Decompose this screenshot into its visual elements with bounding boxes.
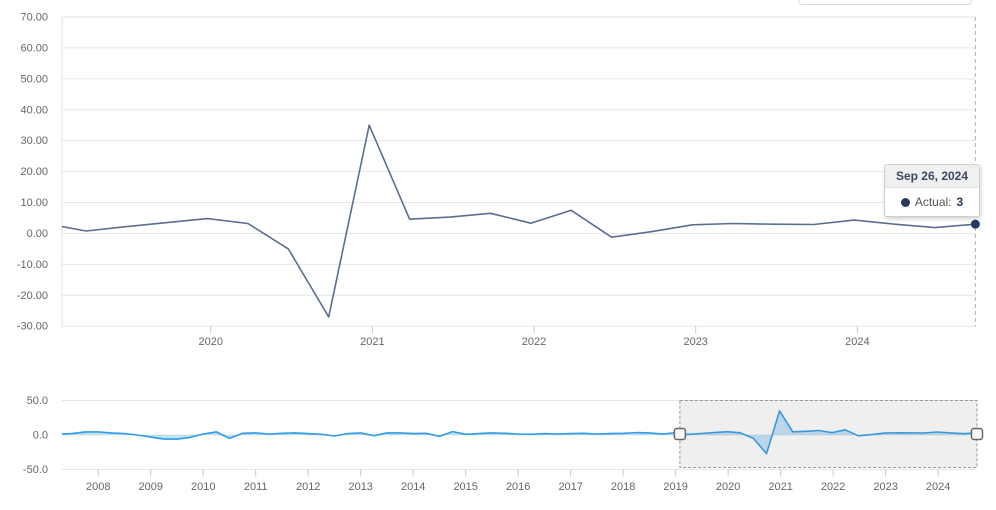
main-x-tick-label: 2023 xyxy=(683,336,707,348)
navigator-x-tick-label: 2014 xyxy=(401,481,425,493)
navigator-series-line xyxy=(62,410,977,455)
main-x-tick-label: 2020 xyxy=(198,336,222,348)
hovered-point-marker[interactable] xyxy=(970,219,980,229)
navigator-y-tick-label: 0.0 xyxy=(33,430,48,442)
navigator-x-tick-label: 2012 xyxy=(296,481,320,493)
main-y-tick-label: -20.00 xyxy=(17,290,48,302)
main-x-tick-label: 2024 xyxy=(845,336,869,348)
tooltip-date: Sep 26, 2024 xyxy=(885,165,979,188)
navigator-x-tick-label: 2022 xyxy=(821,481,845,493)
main-y-tick-label: 50.00 xyxy=(20,73,48,85)
cutoff-toolbar-element[interactable] xyxy=(798,0,972,5)
main-y-tick-label: 30.00 xyxy=(20,135,48,147)
navigator-x-tick-label: 2018 xyxy=(611,481,635,493)
main-x-tick-label: 2022 xyxy=(522,336,546,348)
tooltip: Sep 26, 2024 Actual: 3 xyxy=(884,164,980,217)
main-x-tick-label: 2021 xyxy=(360,336,384,348)
main-y-tick-label: 40.00 xyxy=(20,104,48,116)
series-marker-icon xyxy=(900,197,910,207)
navigator-x-tick-label: 2016 xyxy=(506,481,530,493)
navigator-x-tick-label: 2013 xyxy=(348,481,372,493)
navigator-x-tick-label: 2017 xyxy=(558,481,582,493)
main-y-tick-label: -30.00 xyxy=(17,321,48,333)
navigator-chart: 50.0 0.0 -50.0 2008 2009 2010 2011 2012 2013 2014… xyxy=(23,395,984,493)
tooltip-value: 3 xyxy=(956,195,964,209)
navigator-handle-right[interactable] xyxy=(970,427,984,441)
navigator-x-tick-label: 2015 xyxy=(453,481,477,493)
navigator-selected-range[interactable] xyxy=(679,400,978,468)
navigator-handle-left[interactable] xyxy=(673,427,687,441)
navigator-y-tick-label: -50.0 xyxy=(23,464,48,476)
navigator-x-tick-label: 2008 xyxy=(86,481,110,493)
navigator-x-tick-label: 2019 xyxy=(663,481,687,493)
navigator-x-tick-label: 2024 xyxy=(926,481,950,493)
main-y-tick-label: 0.00 xyxy=(27,228,48,240)
main-y-tick-label: 60.00 xyxy=(20,42,48,54)
navigator-x-tick-label: 2010 xyxy=(191,481,215,493)
navigator-x-tick-label: 2009 xyxy=(138,481,162,493)
main-chart: 70.00 60.00 50.00 40.00 30.00 20.00 10.00 0.00 -… xyxy=(17,12,980,348)
main-y-tick-label: 10.00 xyxy=(20,197,48,209)
main-series-line xyxy=(62,124,977,318)
tooltip-series-label: Actual: xyxy=(914,195,952,209)
navigator-x-tick-label: 2020 xyxy=(716,481,740,493)
main-plot-hover-area[interactable] xyxy=(62,17,977,326)
main-y-tick-label: 20.00 xyxy=(20,166,48,178)
navigator-y-tick-label: 50.0 xyxy=(27,395,48,407)
navigator-x-tick-label: 2021 xyxy=(768,481,792,493)
main-y-tick-label: -10.00 xyxy=(17,259,48,271)
main-y-tick-label: 70.00 xyxy=(20,12,48,24)
navigator-x-tick-label: 2011 xyxy=(244,481,268,493)
navigator-x-tick-label: 2023 xyxy=(873,481,897,493)
